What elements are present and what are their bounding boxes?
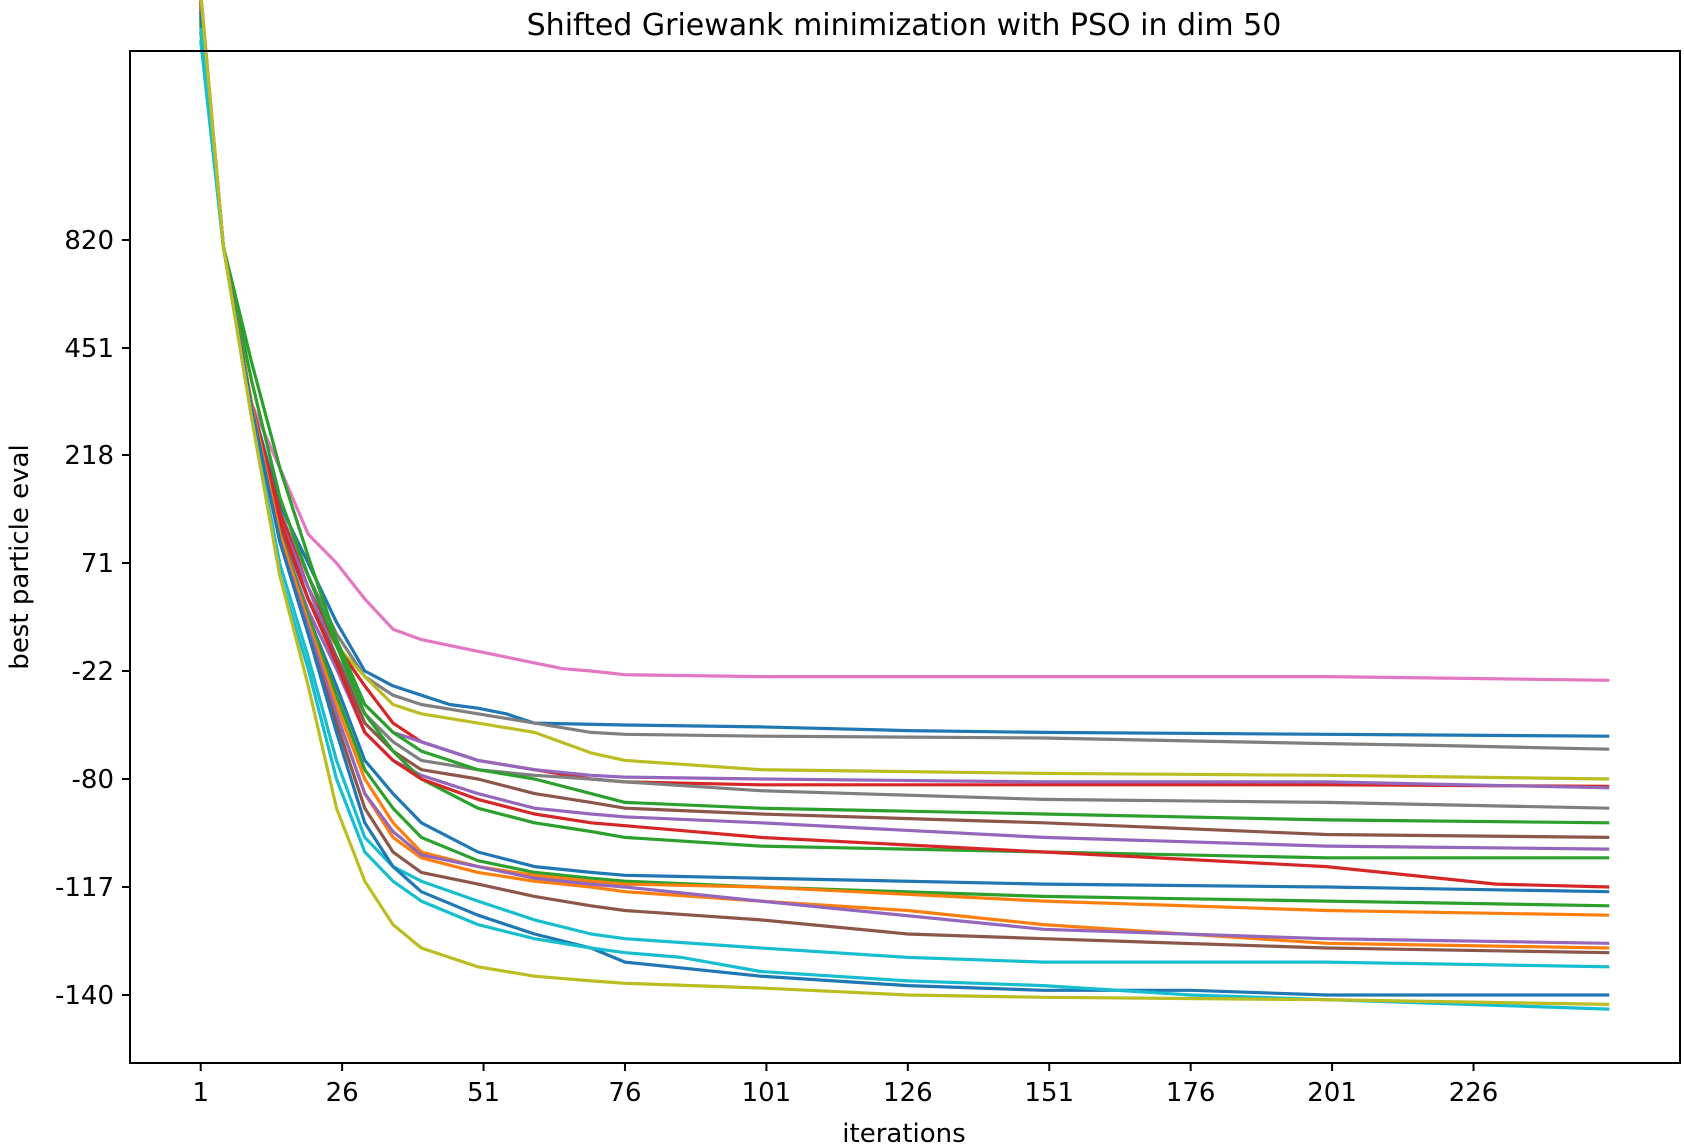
series-line-10 — [199, 2, 1610, 851]
y-tick-label: 820 — [64, 226, 114, 256]
x-tick-label: 201 — [1307, 1078, 1357, 1108]
plot-frame — [129, 50, 1681, 1064]
x-tick-label: 26 — [326, 1078, 359, 1108]
series-line-21 — [199, 27, 1610, 1011]
series-line-13 — [199, 16, 1610, 894]
x-tick-label: 101 — [742, 1078, 792, 1108]
series-line-20 — [199, 10, 1610, 997]
series-line-19 — [199, 40, 1610, 969]
x-axis-ticks: 1 26 51 76 101 126 151 176 201 226 — [192, 1063, 1498, 1108]
series-line-5 — [199, 5, 1610, 788]
x-tick-label: 51 — [467, 1078, 500, 1108]
plot-series — [199, 0, 1610, 1011]
y-tick-label: 218 — [64, 441, 114, 471]
x-tick-label: 176 — [1166, 1078, 1216, 1108]
x-tick-label: 1 — [192, 1078, 209, 1108]
series-line-1 — [199, 0, 1610, 682]
series-line-8 — [199, 31, 1610, 825]
series-line-7 — [199, 16, 1610, 810]
y-tick-label: 451 — [64, 334, 114, 364]
series-line-6 — [199, 12, 1610, 790]
series-line-2 — [199, 9, 1610, 738]
series-line-12 — [199, 12, 1610, 889]
y-tick-label: -117 — [55, 873, 114, 903]
series-line-16 — [199, 4, 1610, 950]
y-tick-label: -80 — [72, 765, 114, 795]
series-line-11 — [199, 23, 1610, 860]
chart-title: Shifted Griewank minimization with PSO i… — [527, 8, 1282, 43]
series-line-4 — [199, 20, 1610, 781]
y-tick-label: 71 — [81, 549, 114, 579]
x-tick-label: 226 — [1449, 1078, 1499, 1108]
y-axis-ticks: 820 451 218 71 -22 -80 -117 -140 — [55, 226, 130, 1011]
y-axis-label: best particle eval — [5, 444, 35, 669]
x-tick-label: 76 — [608, 1078, 641, 1108]
y-tick-label: -140 — [55, 981, 114, 1011]
x-tick-label: 151 — [1024, 1078, 1074, 1108]
y-tick-label: -22 — [72, 657, 114, 687]
series-line-22 — [199, 0, 1610, 1006]
x-tick-label: 126 — [883, 1078, 933, 1108]
x-axis-label: iterations — [842, 1119, 965, 1148]
